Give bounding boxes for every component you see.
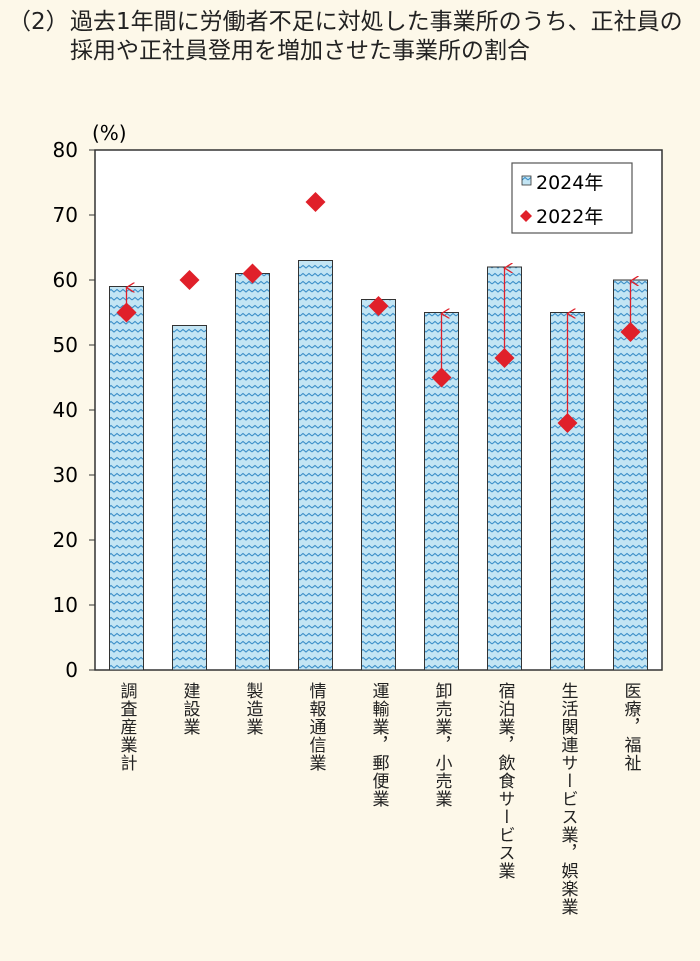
legend-label-2024: 2024年 xyxy=(536,172,603,194)
point-2022 xyxy=(431,367,452,388)
bar-2024 xyxy=(109,286,144,671)
legend: 2024年 2022年 xyxy=(511,162,633,234)
y-tick-label: 0 xyxy=(65,658,78,682)
y-tick-label: 30 xyxy=(53,463,78,487)
y-tick-label: 80 xyxy=(53,138,78,162)
y-tick-label: 60 xyxy=(53,268,78,292)
x-tick-label: 宿泊業，飲食サービス業 xyxy=(494,682,515,880)
y-axis-label: (%) xyxy=(92,121,127,145)
x-tick-label: 建設業 xyxy=(179,682,200,736)
y-tick-label: 20 xyxy=(53,528,78,552)
bar-2024 xyxy=(298,260,333,671)
point-2022 xyxy=(116,302,137,323)
bar-2024 xyxy=(361,299,396,671)
point-2022 xyxy=(305,192,326,212)
point-2022 xyxy=(494,348,515,368)
x-tick-label: 情報通信業 xyxy=(305,682,326,772)
y-tick-label: 50 xyxy=(53,333,78,357)
y-tick-label: 10 xyxy=(53,593,78,617)
x-tick-label: 調査産業計 xyxy=(116,682,137,772)
point-2022 xyxy=(620,322,641,342)
y-tick-label: 70 xyxy=(53,203,78,227)
legend-label-2022: 2022年 xyxy=(536,206,603,228)
x-tick-label: 製造業 xyxy=(242,682,263,736)
bar-2024 xyxy=(613,279,648,671)
bar-2024 xyxy=(235,273,270,671)
x-tick-label: 医療，福祉 xyxy=(620,682,641,772)
bar-2024 xyxy=(172,325,207,671)
point-2022 xyxy=(368,296,389,316)
legend-diamond-icon xyxy=(520,210,532,222)
x-tick-label: 生活関連サービス業，娯楽業 xyxy=(557,682,578,916)
y-tick-label: 40 xyxy=(53,398,78,422)
point-2022 xyxy=(242,263,263,284)
x-tick-label: 運輸業，郵便業 xyxy=(368,682,389,808)
legend-swatch-2024 xyxy=(521,175,532,186)
point-2022 xyxy=(179,270,200,290)
title-text: 過去1年間に労働者不足に対処した事業所のうち、正社員の採用や正社員登用を増加させ… xyxy=(70,9,683,64)
title-number: （2） xyxy=(8,9,69,35)
x-tick-label: 卸売業，小売業 xyxy=(431,682,452,808)
point-2022 xyxy=(557,413,578,433)
